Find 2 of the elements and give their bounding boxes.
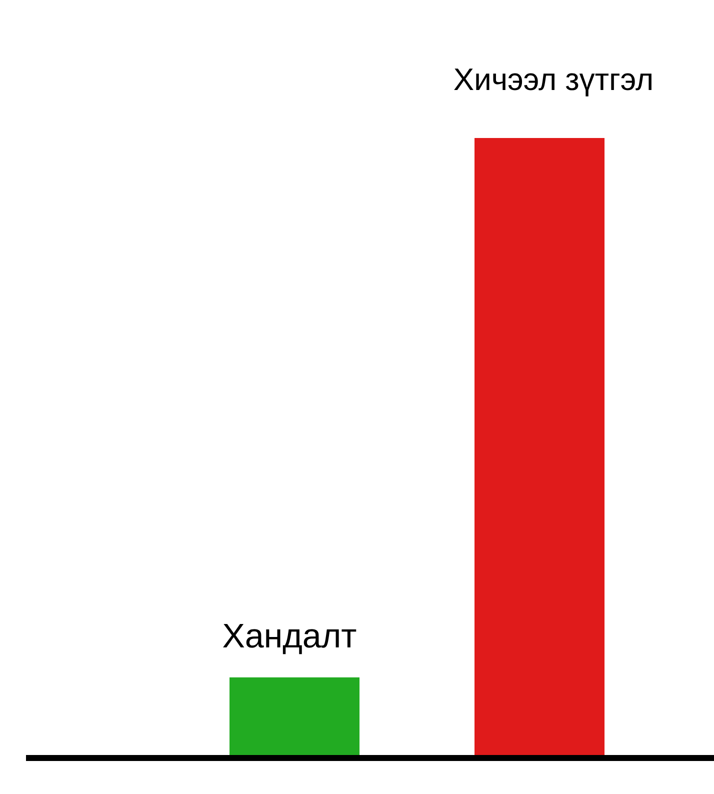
- x-tick-label: Хичээл зүтгэл: [454, 68, 652, 96]
- x-tick-label: Хандалт: [223, 624, 356, 654]
